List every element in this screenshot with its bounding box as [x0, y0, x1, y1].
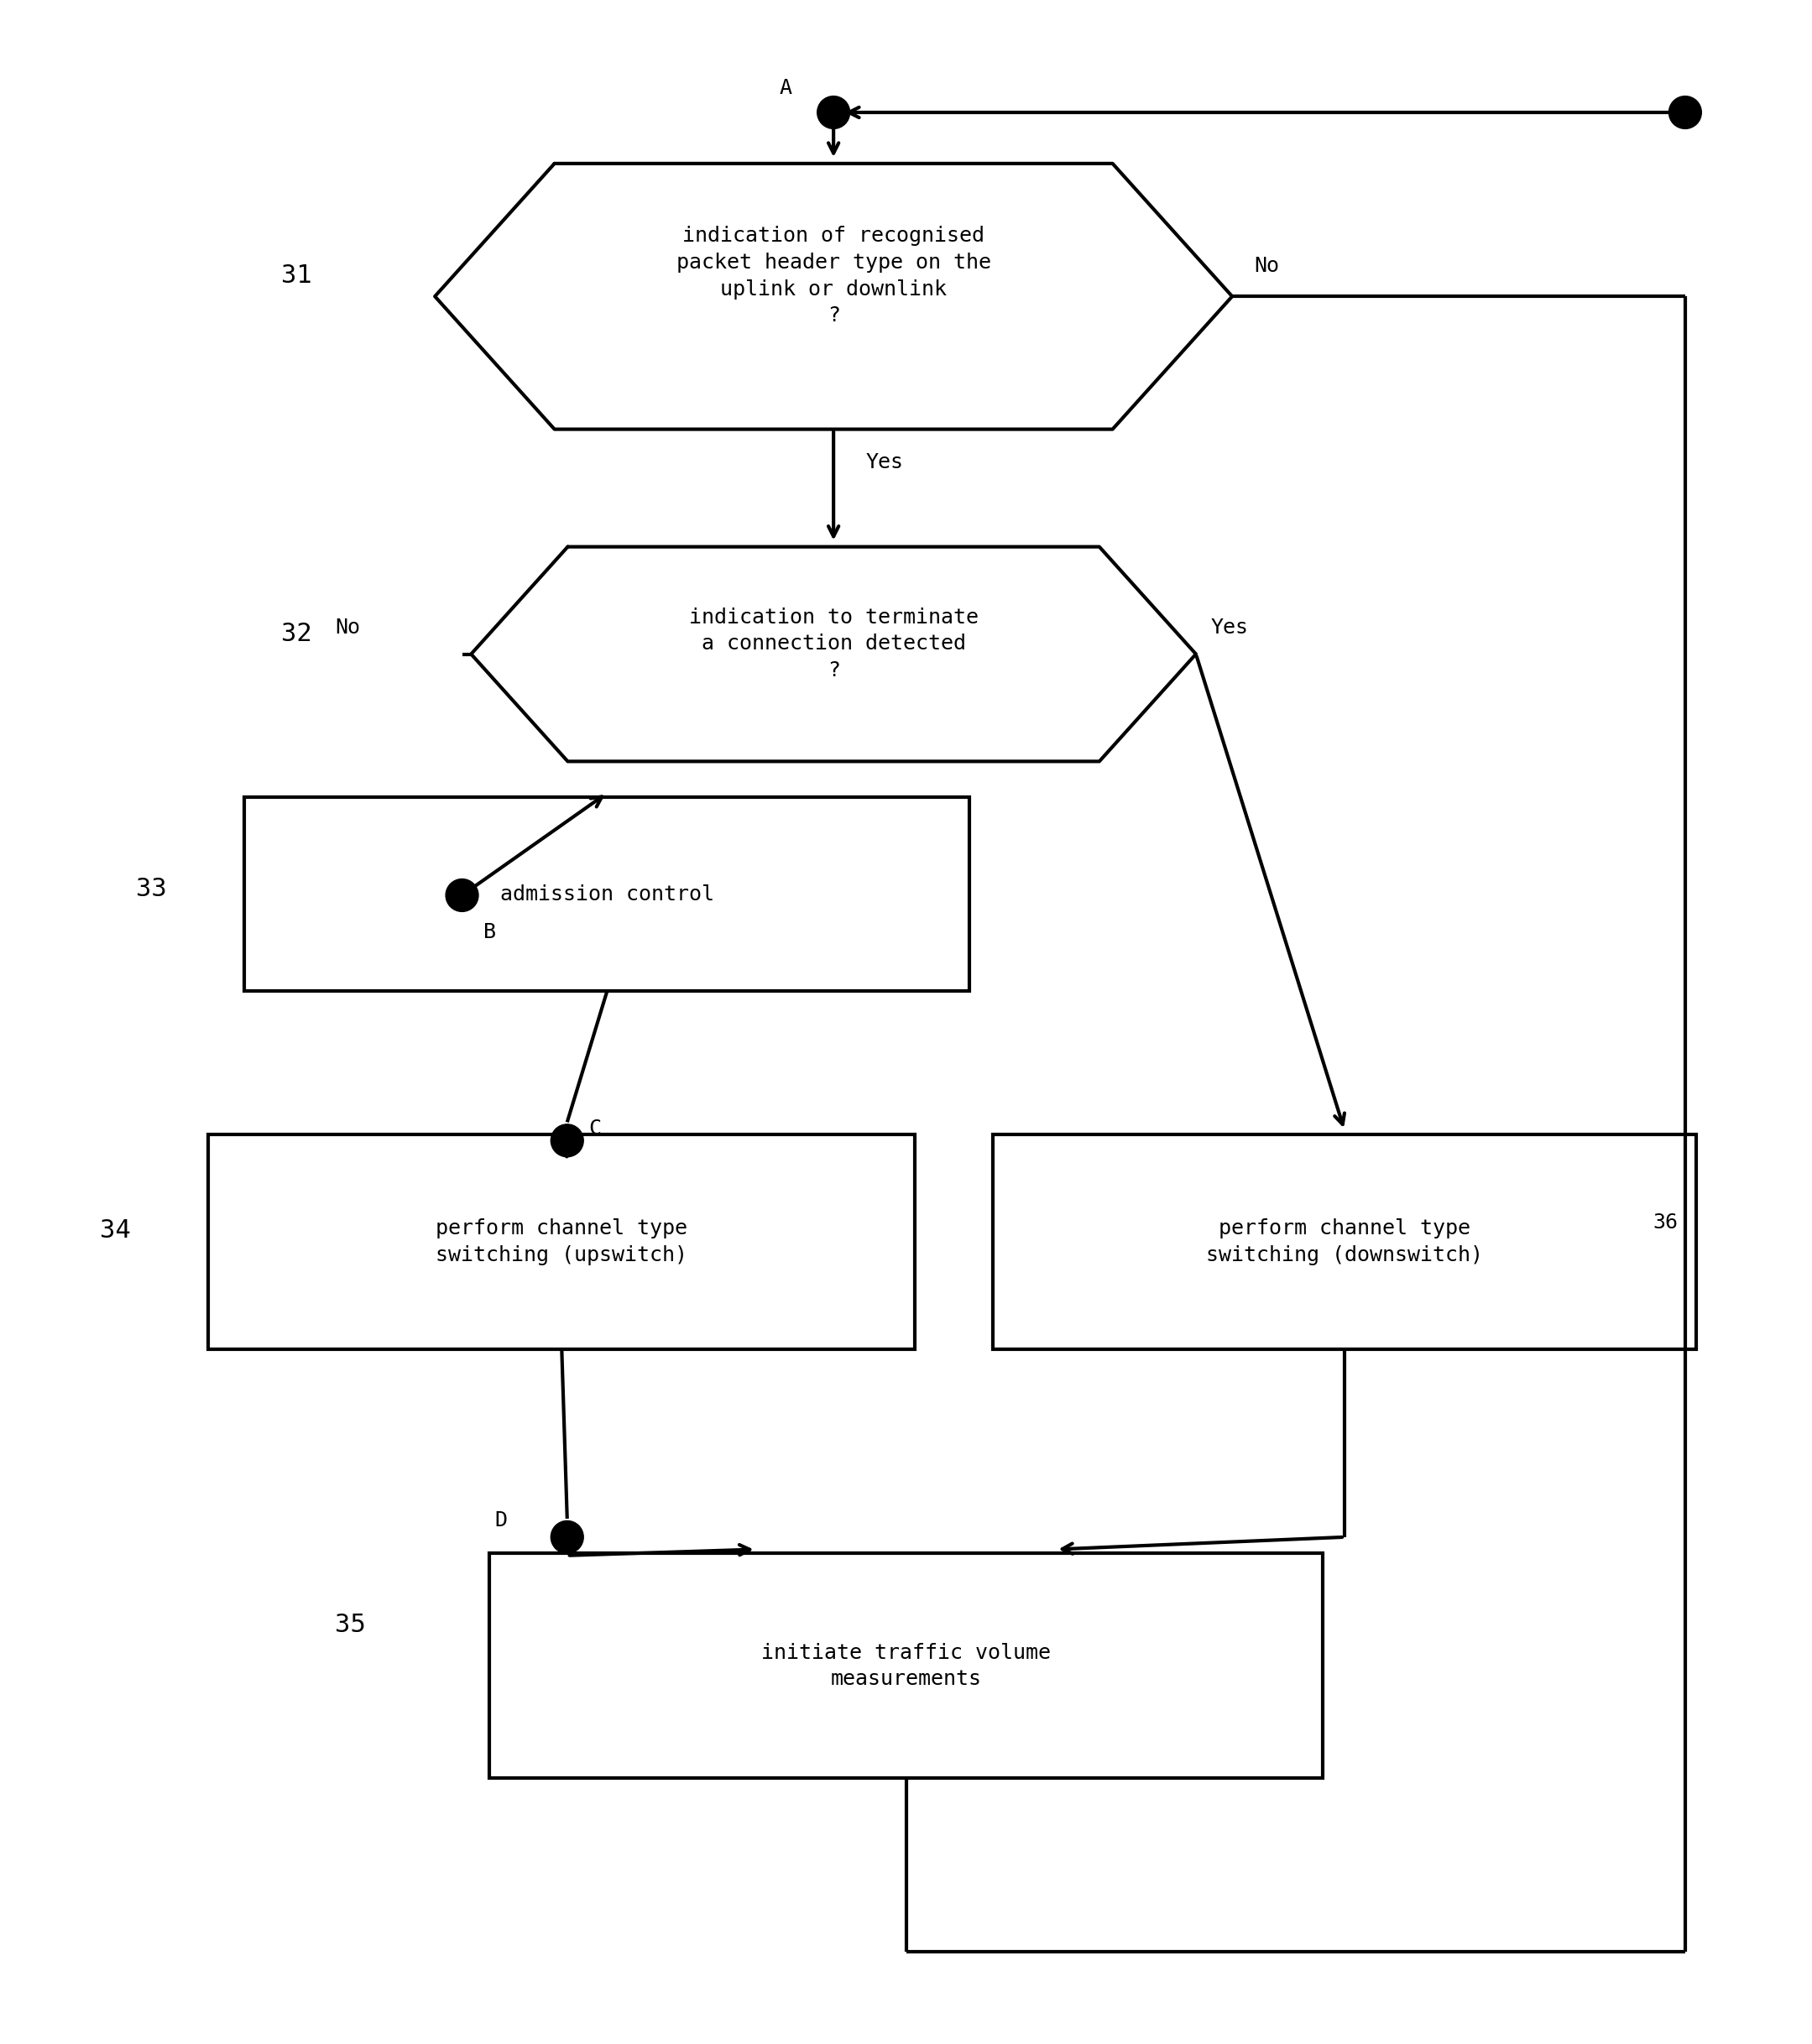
- Text: 33: 33: [136, 877, 167, 901]
- Bar: [245, 797, 969, 991]
- Text: perform channel type
switching (downswitch): perform channel type switching (downswit…: [1207, 1218, 1482, 1265]
- Text: A: A: [779, 78, 792, 98]
- Text: D: D: [495, 1511, 507, 1531]
- Text: Yes: Yes: [866, 452, 904, 472]
- Text: 34: 34: [100, 1218, 130, 1243]
- Circle shape: [551, 1521, 583, 1553]
- Text: 35: 35: [335, 1613, 366, 1637]
- Text: admission control: admission control: [500, 885, 714, 903]
- Text: indication to terminate
a connection detected
?: indication to terminate a connection det…: [689, 607, 978, 681]
- Text: 31: 31: [281, 264, 312, 288]
- Circle shape: [817, 96, 850, 129]
- Text: No: No: [335, 617, 361, 638]
- Circle shape: [551, 1124, 583, 1157]
- Circle shape: [446, 879, 478, 912]
- Text: initiate traffic volume
measurements: initiate traffic volume measurements: [761, 1643, 1051, 1688]
- Text: perform channel type
switching (upswitch): perform channel type switching (upswitch…: [437, 1218, 687, 1265]
- Text: C: C: [589, 1118, 602, 1139]
- Text: No: No: [1254, 256, 1279, 276]
- Bar: [208, 1134, 915, 1349]
- Text: 36: 36: [1653, 1212, 1678, 1233]
- Bar: [993, 1134, 1696, 1349]
- Bar: [489, 1553, 1323, 1778]
- Text: 32: 32: [281, 621, 312, 646]
- Text: Yes: Yes: [1210, 617, 1248, 638]
- Circle shape: [1669, 96, 1701, 129]
- Text: B: B: [484, 922, 496, 942]
- Text: indication of recognised
packet header type on the
uplink or downlink
?: indication of recognised packet header t…: [676, 227, 991, 325]
